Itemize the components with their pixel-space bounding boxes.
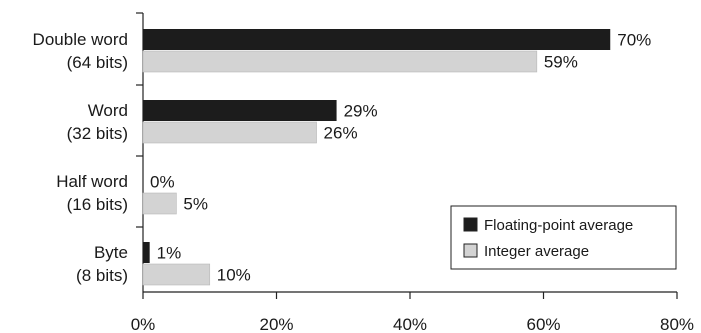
bar-int-0 (142, 50, 538, 73)
value-label-int-0: 59% (544, 53, 578, 72)
bar-fp-3 (143, 242, 150, 263)
labels: Double word (64 bits) Word (32 bits) Half wo… (33, 30, 652, 285)
bar-int-3 (142, 263, 211, 286)
value-label-fp-3: 1% (157, 244, 182, 263)
x-tick-label-3: 60% (526, 315, 560, 333)
category-label-1-1: (32 bits) (67, 124, 128, 143)
bar-fp-0 (143, 29, 611, 50)
category-label-1-0: Word (88, 101, 128, 120)
bars (142, 29, 611, 286)
x-tick-label-4: 80% (660, 315, 694, 333)
legend-label-0: Floating-point average (484, 217, 633, 234)
value-label-fp-1: 29% (344, 102, 378, 121)
x-tick-label-1: 20% (259, 315, 293, 333)
value-label-int-1: 26% (324, 124, 358, 143)
x-tick-label-2: 40% (393, 315, 427, 333)
bar-fp-1 (143, 100, 337, 121)
category-label-3-0: Byte (94, 243, 128, 262)
legend-swatch-1 (463, 243, 478, 258)
x-tick-label-0: 0% (131, 315, 156, 333)
value-label-int-3: 10% (217, 266, 251, 285)
category-label-2-0: Half word (56, 172, 128, 191)
category-label-0-1: (64 bits) (67, 53, 128, 72)
legend: Floating-point average Integer average (450, 205, 677, 270)
value-label-fp-0: 70% (617, 31, 651, 50)
category-label-2-1: (16 bits) (67, 195, 128, 214)
axes: 0% 20% 40% 60% 80% (131, 12, 694, 333)
bar-int-1 (142, 121, 317, 144)
value-label-int-2: 5% (183, 195, 208, 214)
legend-swatch-0 (463, 217, 478, 232)
bar-int-2 (142, 192, 177, 215)
category-label-3-1: (8 bits) (76, 266, 128, 285)
legend-label-1: Integer average (484, 243, 589, 260)
category-label-0-0: Double word (33, 30, 128, 49)
legend-box (450, 205, 677, 270)
value-label-fp-2: 0% (150, 173, 175, 192)
